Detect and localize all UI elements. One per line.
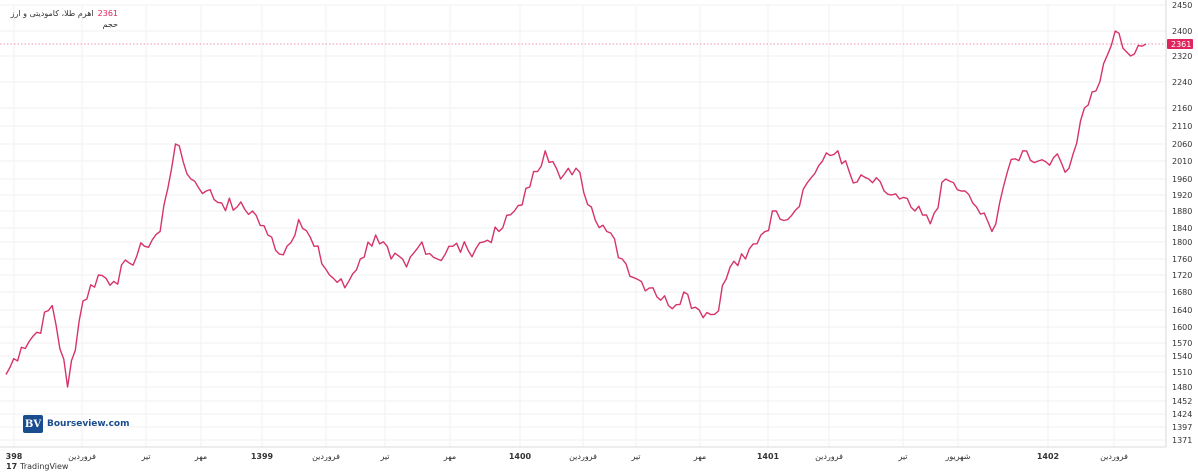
y-tick-label: 1960 (1172, 175, 1192, 184)
y-axis: 2450 2400 2320 2240 2160 2110 2060 2010 1960 1920… (1172, 1, 1192, 445)
x-tick-label: فروردین (312, 452, 340, 461)
x-tick-label: مهر (194, 452, 207, 461)
tradingview-branding[interactable]: 17 TradingView (6, 462, 68, 471)
y-tick-label: 1424 (1172, 410, 1192, 419)
x-axis: 398 فروردین تیر مهر 1399 فروردین تیر مهر 1400 فرو… (6, 452, 1128, 461)
price-tag-label: 2361 (1171, 40, 1191, 49)
y-tick-label: 1452 (1172, 397, 1192, 406)
chart-grid (0, 4, 1166, 447)
x-tick-label: فروردین (68, 452, 96, 461)
x-tick-label: مهر (693, 452, 706, 461)
x-tick-label: تیر (140, 452, 150, 461)
y-tick-label: 1371 (1172, 436, 1192, 445)
y-tick-label: 1720 (1172, 271, 1192, 280)
x-tick-label: مهر (443, 452, 456, 461)
y-tick-label: 1880 (1172, 207, 1192, 216)
x-tick-label: 398 (6, 452, 23, 461)
y-tick-label: 2010 (1172, 157, 1192, 166)
y-tick-label: 1800 (1172, 238, 1192, 247)
x-tick-label: تیر (897, 452, 907, 461)
price-tag-background (1167, 39, 1193, 49)
y-tick-label: 2240 (1172, 78, 1192, 87)
x-tick-label: فروردین (569, 452, 597, 461)
x-tick-label: تیر (630, 452, 640, 461)
y-tick-label: 1760 (1172, 255, 1192, 264)
x-tick-label: 1401 (757, 452, 780, 461)
legend-symbol-name: اهرم طلا، کامودیتی و ارز (10, 9, 94, 18)
y-tick-label: 1840 (1172, 224, 1192, 233)
y-tick-label: 1510 (1172, 368, 1192, 377)
x-tick-label: فروردین (815, 452, 843, 461)
x-tick-label: فروردین (1100, 452, 1128, 461)
y-tick-label: 2320 (1172, 52, 1192, 61)
x-tick-label: 1400 (509, 452, 532, 461)
y-tick-label: 1570 (1172, 339, 1192, 348)
bourseview-logo-icon: BV (23, 415, 43, 433)
y-tick-label: 2060 (1172, 140, 1192, 149)
x-tick-label: 1399 (251, 452, 274, 461)
y-tick-label: 1920 (1172, 191, 1192, 200)
y-tick-label: 2450 (1172, 1, 1192, 10)
y-tick-label: 1600 (1172, 323, 1192, 332)
price-series-line (5, 30, 1147, 388)
current-price-tag: 2361 (1167, 39, 1193, 49)
y-tick-label: 1397 (1172, 423, 1192, 432)
y-tick-label: 2160 (1172, 104, 1192, 113)
y-tick-label: 1680 (1172, 288, 1192, 297)
tradingview-text: TradingView (20, 462, 69, 471)
chart-legend: 2361اهرم طلا، کامودیتی و ارز حجم (8, 8, 118, 30)
x-tick-label: 1402 (1037, 452, 1059, 461)
y-tick-label: 2110 (1172, 122, 1192, 131)
bourseview-text: Bourseview.com (47, 419, 130, 429)
x-tick-label: شهریور (944, 452, 970, 461)
bourseview-watermark: BV Bourseview.com (23, 415, 129, 433)
y-tick-label: 1640 (1172, 306, 1192, 315)
y-tick-label: 1540 (1172, 352, 1192, 361)
y-tick-label: 2400 (1172, 27, 1192, 36)
legend-volume-label: حجم (102, 20, 118, 29)
y-tick-label: 1480 (1172, 383, 1192, 392)
x-tick-label: تیر (379, 452, 389, 461)
tradingview-logo-icon: 17 (6, 462, 18, 471)
legend-value: 2361 (97, 9, 118, 18)
